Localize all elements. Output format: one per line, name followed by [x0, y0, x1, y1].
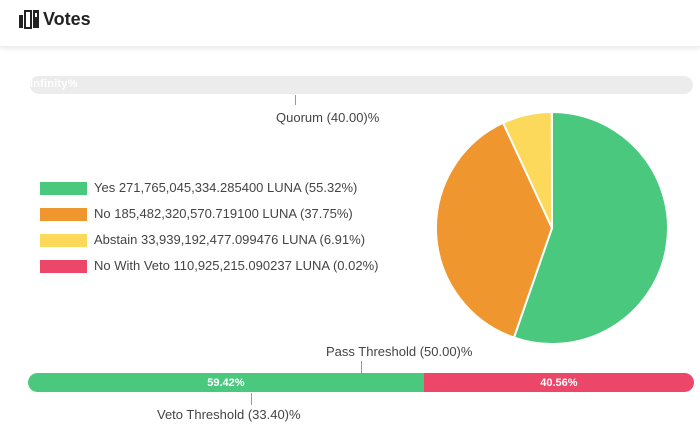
- no-segment: 40.56%: [423, 373, 694, 392]
- ballot-icon: [19, 10, 39, 29]
- page-title: Votes: [43, 9, 91, 29]
- vote-result-bar: 59.42% 40.56%: [28, 373, 694, 392]
- quorum-label: Quorum (40.00)%: [276, 110, 380, 125]
- vote-pie-chart: [435, 110, 669, 345]
- legend-swatch: [40, 182, 87, 195]
- quorum-marker: [295, 95, 296, 105]
- legend-swatch: [40, 234, 87, 247]
- veto-threshold-label: Veto Threshold (33.40)%: [157, 407, 301, 422]
- quorum-progress-text: Infinity%: [30, 78, 78, 90]
- quorum-progress-bar: Infinity%: [30, 76, 693, 94]
- legend-label: No 185,482,320,570.719100 LUNA (37.75%): [94, 206, 353, 221]
- legend-label: No With Veto 110,925,215.090237 LUNA (0.…: [94, 258, 379, 273]
- yes-percent: 59.42%: [207, 376, 245, 389]
- votes-header: Votes: [0, 0, 700, 47]
- no-percent: 40.56%: [540, 376, 578, 389]
- legend-label: Abstain 33,939,192,477.099476 LUNA (6.91…: [94, 232, 366, 247]
- pass-threshold-marker: [361, 361, 362, 373]
- legend-swatch: [40, 260, 87, 273]
- pie-slice-no: [435, 121, 554, 339]
- pass-threshold-label: Pass Threshold (50.00)%: [326, 344, 473, 359]
- veto-threshold-marker: [251, 393, 252, 405]
- yes-segment: 59.42%: [28, 373, 424, 392]
- legend-swatch: [40, 208, 87, 221]
- legend-label: Yes 271,765,045,334.285400 LUNA (55.32%): [94, 180, 358, 195]
